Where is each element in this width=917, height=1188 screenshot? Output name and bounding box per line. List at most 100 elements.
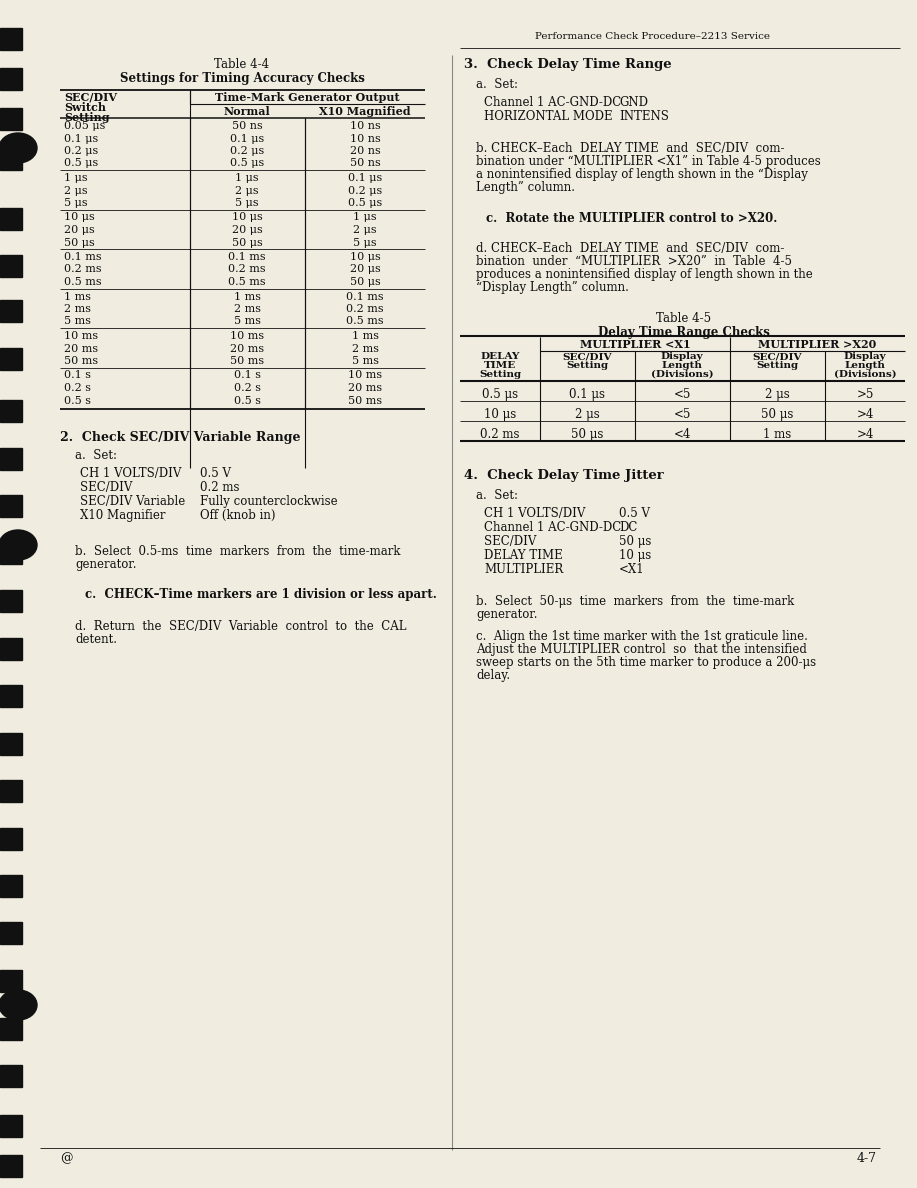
Text: Normal: Normal [224,106,271,116]
Text: 0.2 ms: 0.2 ms [481,428,520,441]
Text: 0.5 s: 0.5 s [234,396,260,405]
Text: 2 μs: 2 μs [765,388,790,402]
Text: c.  CHECK–Time markers are 1 division or less apart.: c. CHECK–Time markers are 1 division or … [85,588,436,601]
Text: 50 ns: 50 ns [349,158,381,169]
Text: Adjust the MULTIPLIER control  so  that the intensified: Adjust the MULTIPLIER control so that th… [476,643,807,656]
Text: a nonintensified display of length shown in the “Display: a nonintensified display of length shown… [476,168,808,181]
Text: 0.5 ms: 0.5 ms [228,277,266,287]
Text: 1 ms: 1 ms [234,291,260,302]
Text: X10 Magnified: X10 Magnified [319,106,411,116]
Text: 1 ms: 1 ms [351,331,379,341]
Text: Switch: Switch [64,102,106,113]
Text: 10 ns: 10 ns [349,133,381,144]
Text: 2 μs: 2 μs [235,185,259,196]
Text: Setting: Setting [64,112,110,124]
Text: 10 μs: 10 μs [619,549,651,562]
Text: 2 μs: 2 μs [353,225,377,235]
Text: 0.5 μs: 0.5 μs [230,158,264,169]
Text: 0.5 μs: 0.5 μs [482,388,518,402]
Bar [0,590,22,612]
Text: 10 μs: 10 μs [349,252,381,263]
Text: sweep starts on the 5th time marker to produce a 200-μs: sweep starts on the 5th time marker to p… [476,656,816,669]
Text: 20 ns: 20 ns [349,146,381,156]
Text: d.  Return  the  SEC/DIV  Variable  control  to  the  CAL: d. Return the SEC/DIV Variable control t… [75,620,406,633]
Text: 50 ns: 50 ns [232,121,262,131]
Text: 0.1 s: 0.1 s [234,371,260,380]
Text: <X1: <X1 [619,563,645,576]
Text: “Display Length” column.: “Display Length” column. [476,282,629,293]
Bar [0,542,22,564]
Text: MULTIPLIER >X20: MULTIPLIER >X20 [757,339,876,350]
Text: >4: >4 [856,428,874,441]
Text: 0.05 μs: 0.05 μs [64,121,105,131]
Text: 2 ms: 2 ms [64,304,91,314]
Ellipse shape [0,530,37,560]
Bar [0,348,22,369]
Text: 0.2 s: 0.2 s [234,383,260,393]
Bar [0,1155,22,1177]
Text: a.  Set:: a. Set: [75,449,117,462]
Text: 50 μs: 50 μs [761,407,793,421]
Text: Table 4-5: Table 4-5 [657,312,712,326]
Text: INTENS: INTENS [619,110,668,124]
Text: 0.1 μs: 0.1 μs [64,133,98,144]
Text: bination  under  “MULTIPLIER  >X20”  in  Table  4-5: bination under “MULTIPLIER >X20” in Tabl… [476,255,792,268]
Text: 0.5 μs: 0.5 μs [348,198,382,208]
Text: X10 Magnifier: X10 Magnifier [80,508,165,522]
Bar [0,208,22,230]
Text: >5: >5 [856,388,874,402]
Text: GND: GND [619,96,648,109]
Text: 0.5 ms: 0.5 ms [64,277,102,287]
Text: 5 μs: 5 μs [353,238,377,247]
Text: Setting: Setting [566,361,608,369]
Text: Channel 1 AC-GND-DC: Channel 1 AC-GND-DC [484,96,621,109]
Text: 10 μs: 10 μs [64,213,94,222]
Text: Delay Time Range Checks: Delay Time Range Checks [598,326,770,339]
Bar [0,685,22,707]
Text: c.  Align the 1st time marker with the 1st graticule line.: c. Align the 1st time marker with the 1s… [476,630,808,643]
Text: 0.2 ms: 0.2 ms [200,481,239,494]
Bar [0,29,22,50]
Bar [0,1064,22,1087]
Bar [0,1018,22,1040]
Bar [0,495,22,517]
Text: Performance Check Procedure–2213 Service: Performance Check Procedure–2213 Service [535,32,770,42]
Text: 50 μs: 50 μs [570,428,603,441]
Text: SEC/DIV: SEC/DIV [80,481,132,494]
Text: SEC/DIV: SEC/DIV [484,535,536,548]
Bar [0,733,22,756]
Text: 20 μs: 20 μs [232,225,262,235]
Text: SEC/DIV: SEC/DIV [562,352,612,361]
Text: (Divisions): (Divisions) [651,369,713,379]
Text: 50 μs: 50 μs [349,277,381,287]
Text: a.  Set:: a. Set: [476,489,518,503]
Bar [0,301,22,322]
Text: 50 μs: 50 μs [64,238,94,247]
Bar [0,922,22,944]
Text: 1 μs: 1 μs [64,173,88,183]
Bar [0,255,22,277]
Bar [0,108,22,129]
Text: 20 μs: 20 μs [64,225,94,235]
Text: generator.: generator. [476,608,537,621]
Text: 20 ms: 20 ms [64,343,98,354]
Text: 0.5 μs: 0.5 μs [64,158,98,169]
Text: CH 1 VOLTS/DIV: CH 1 VOLTS/DIV [484,507,585,520]
Text: b. CHECK–Each  DELAY TIME  and  SEC/DIV  com-: b. CHECK–Each DELAY TIME and SEC/DIV com… [476,143,785,154]
Text: Fully counterclockwise: Fully counterclockwise [200,495,337,508]
Text: MULTIPLIER <X1: MULTIPLIER <X1 [580,339,691,350]
Text: Channel 1 AC-GND-DC: Channel 1 AC-GND-DC [484,522,621,533]
Text: 20 ms: 20 ms [230,343,264,354]
Text: 50 ms: 50 ms [64,356,98,366]
Text: 50 μs: 50 μs [232,238,262,247]
Text: b.  Select  50-μs  time  markers  from  the  time-mark: b. Select 50-μs time markers from the ti… [476,595,794,608]
Bar [0,638,22,661]
Text: 0.2 ms: 0.2 ms [64,265,102,274]
Text: 0.2 ms: 0.2 ms [228,265,266,274]
Text: 0.1 ms: 0.1 ms [347,291,384,302]
Text: 1 μs: 1 μs [235,173,259,183]
Text: Off (knob in): Off (knob in) [200,508,275,522]
Bar [0,969,22,992]
Bar [0,876,22,897]
Text: generator.: generator. [75,558,137,571]
